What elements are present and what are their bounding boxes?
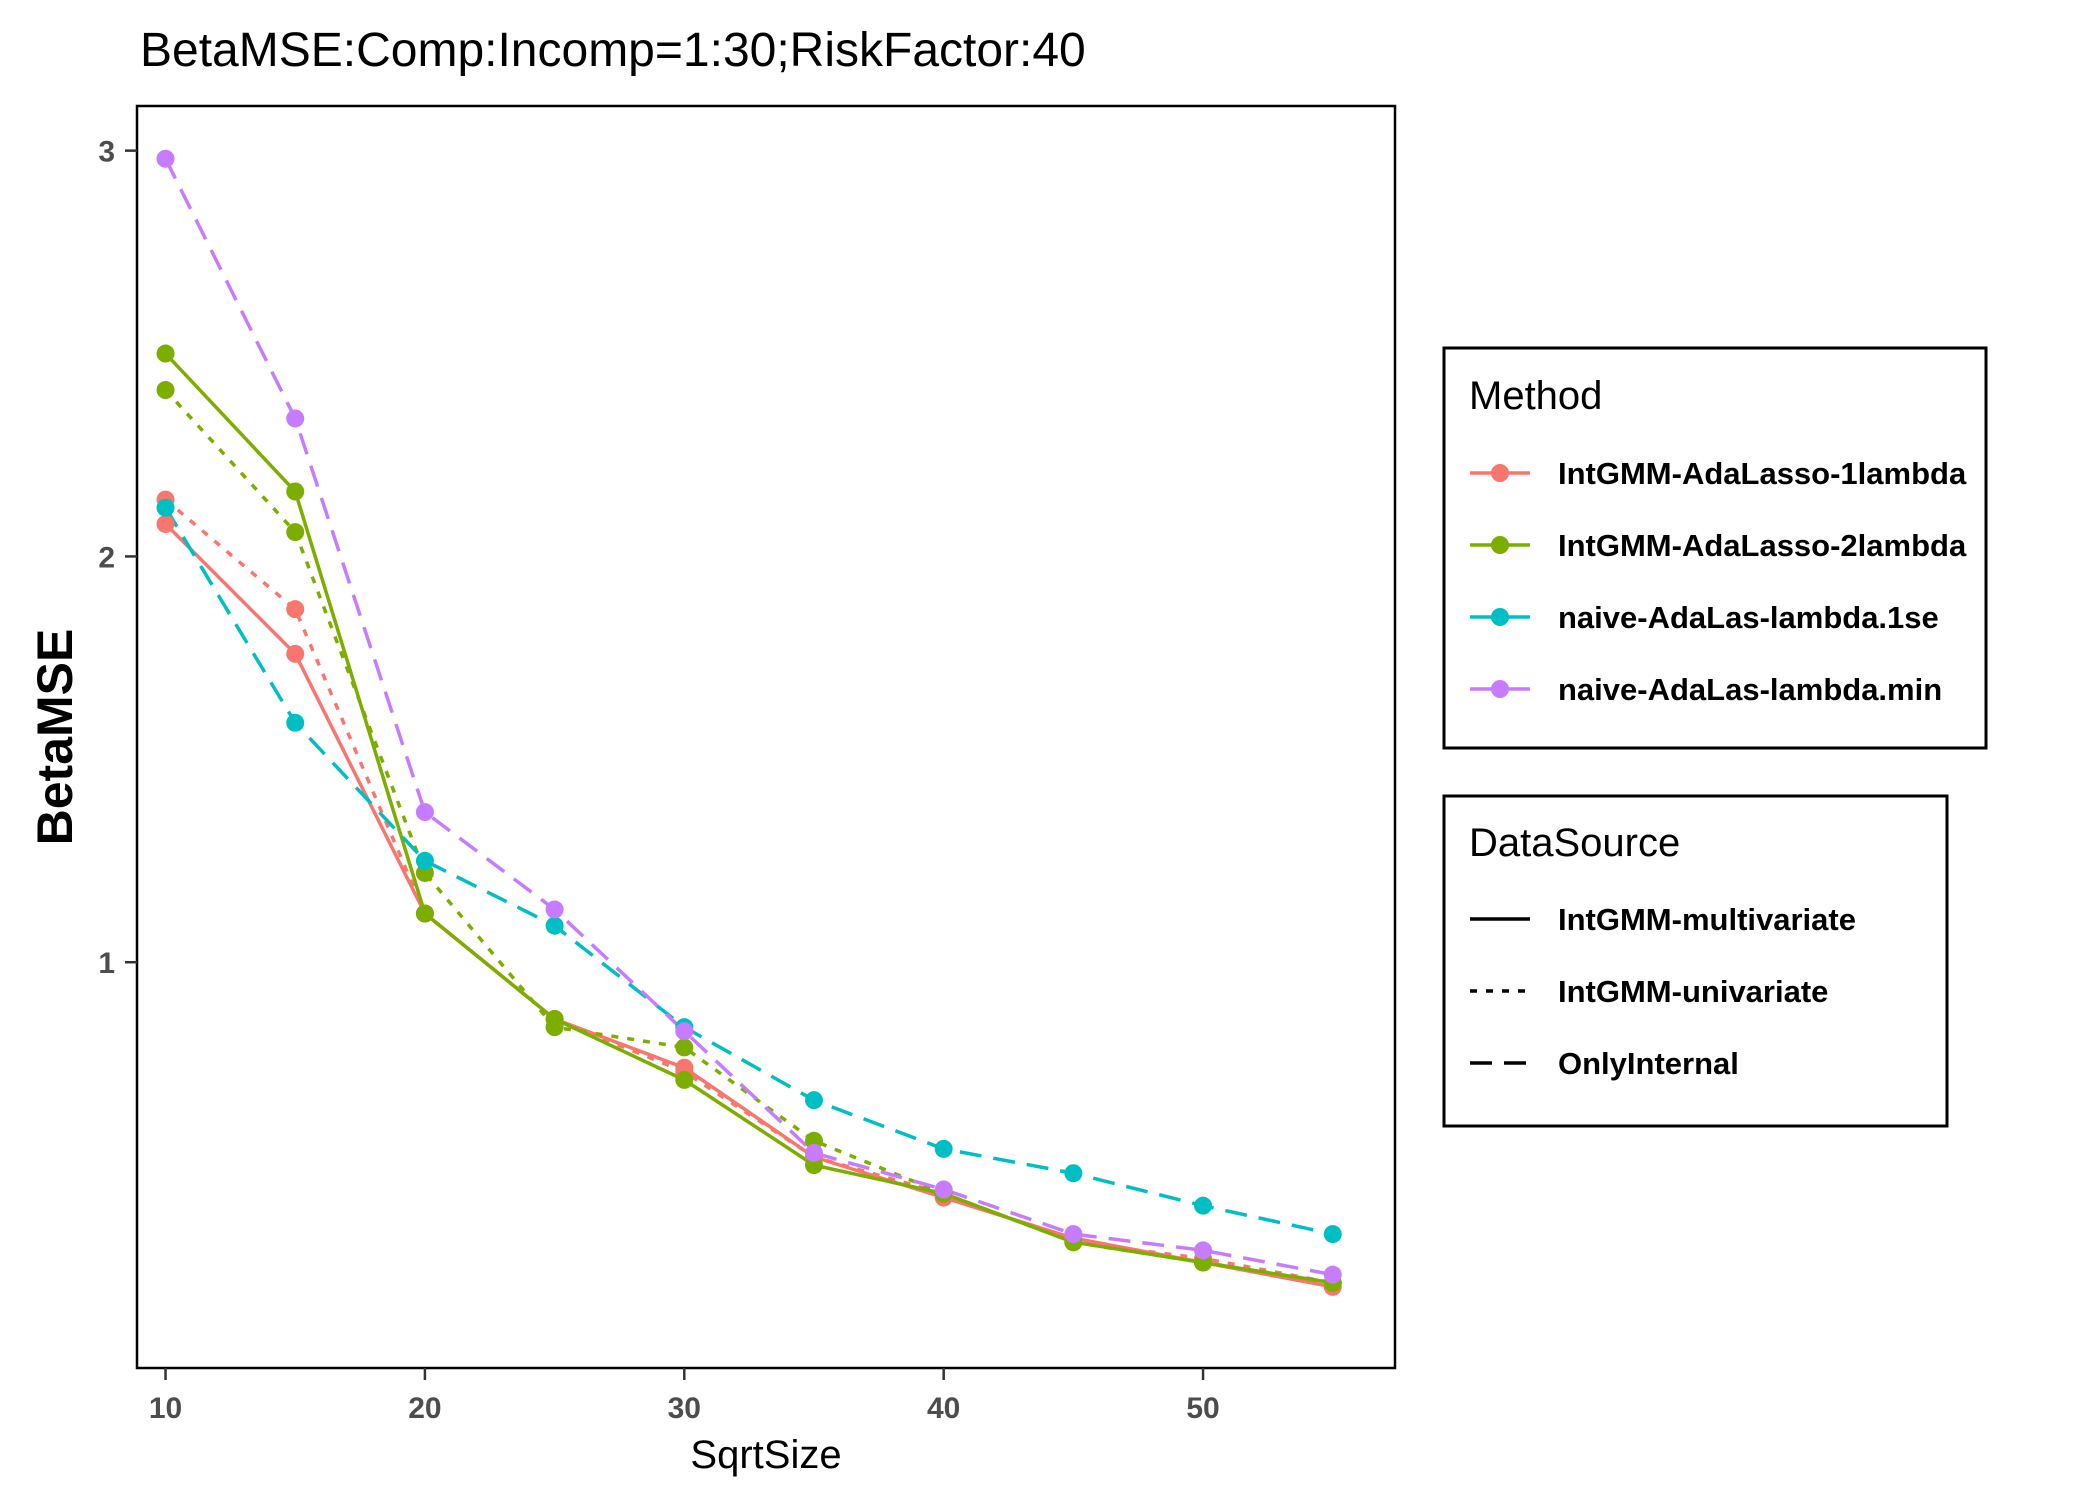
data-point — [415, 904, 434, 923]
legend-method-key-point — [1491, 536, 1509, 554]
legend-datasource-label: IntGMM-multivariate — [1558, 902, 1856, 937]
chart-title: BetaMSE:Comp:Incomp=1:30;RiskFactor:40 — [140, 24, 1086, 77]
data-point — [545, 916, 564, 935]
y-tick-label: 2 — [98, 541, 115, 574]
data-point — [545, 1018, 564, 1037]
legend-method-label: IntGMM-AdaLasso-2lambda — [1558, 528, 1967, 563]
data-point — [156, 514, 175, 533]
legend-datasource: DataSource IntGMM-multivariate IntGMM-uni… — [1442, 794, 1949, 1128]
data-point — [286, 600, 305, 619]
x-tick-label: 30 — [668, 1392, 701, 1425]
x-tick-label: 40 — [927, 1392, 960, 1425]
legend-datasource-box — [1442, 794, 1949, 1128]
legend-method-key-point — [1491, 464, 1509, 482]
legend-method: Method IntGMM-AdaLasso-1lambdaIntGMM-Ada… — [1442, 346, 1988, 750]
legend-method-title: Method — [1469, 374, 1602, 418]
legend-method-entries: IntGMM-AdaLasso-1lambda IntGMM-AdaLasso-2… — [1470, 456, 1967, 707]
x-axis-label: SqrtSize — [690, 1433, 841, 1477]
series-line — [164, 498, 1334, 1285]
data-point — [1323, 1225, 1342, 1244]
legend-datasource-entries: IntGMM-multivariate IntGMM-univariate Only… — [1470, 902, 1856, 1081]
legend-method-box — [1442, 346, 1988, 750]
data-point — [675, 1070, 694, 1089]
legend-datasource-label: OnlyInternal — [1558, 1046, 1739, 1081]
legend-method-key-point — [1491, 608, 1509, 626]
data-point — [675, 1022, 694, 1041]
y-tick-label: 1 — [98, 947, 115, 980]
y-tick-label: 3 — [98, 136, 115, 169]
data-point — [545, 900, 564, 919]
data-point — [934, 1180, 953, 1199]
data-point — [415, 851, 434, 870]
data-point — [156, 149, 175, 168]
data-point — [1194, 1241, 1213, 1260]
legend-method-label: naive-AdaLas-lambda.1se — [1558, 600, 1939, 635]
data-point — [804, 1091, 823, 1110]
data-point — [1064, 1225, 1083, 1244]
plot-panel — [135, 104, 1397, 1370]
data-point — [415, 803, 434, 822]
data-point — [1064, 1164, 1083, 1183]
x-tick-label: 50 — [1186, 1392, 1219, 1425]
legend-datasource-label: IntGMM-univariate — [1558, 974, 1828, 1009]
series-line — [163, 157, 1334, 1277]
data-point — [286, 482, 305, 501]
data-point — [934, 1139, 953, 1158]
data-point — [286, 523, 305, 542]
data-point — [675, 1038, 694, 1057]
data-point — [156, 381, 175, 400]
legend-method-key-point — [1491, 680, 1509, 698]
legend-method-label: naive-AdaLas-lambda.min — [1558, 672, 1942, 707]
y-axis-label: BetaMSE — [27, 629, 83, 846]
data-point — [156, 498, 175, 517]
x-tick-label: 10 — [149, 1392, 182, 1425]
legend-datasource-title: DataSource — [1469, 821, 1680, 865]
series-line — [164, 506, 1334, 1236]
series-line — [164, 388, 1334, 1285]
data-point — [1194, 1196, 1213, 1215]
legend-method-label: IntGMM-AdaLasso-1lambda — [1558, 456, 1967, 491]
y-axis-ticks: 1 2 3 — [98, 136, 137, 980]
data-point — [1323, 1265, 1342, 1284]
x-tick-label: 20 — [408, 1392, 441, 1425]
data-point — [804, 1143, 823, 1162]
data-point — [286, 713, 305, 732]
x-axis-ticks: 10 20 30 40 50 — [149, 1368, 1220, 1425]
data-point — [286, 409, 305, 428]
series-group — [156, 149, 1342, 1296]
data-point — [156, 344, 175, 363]
data-point — [286, 644, 305, 663]
